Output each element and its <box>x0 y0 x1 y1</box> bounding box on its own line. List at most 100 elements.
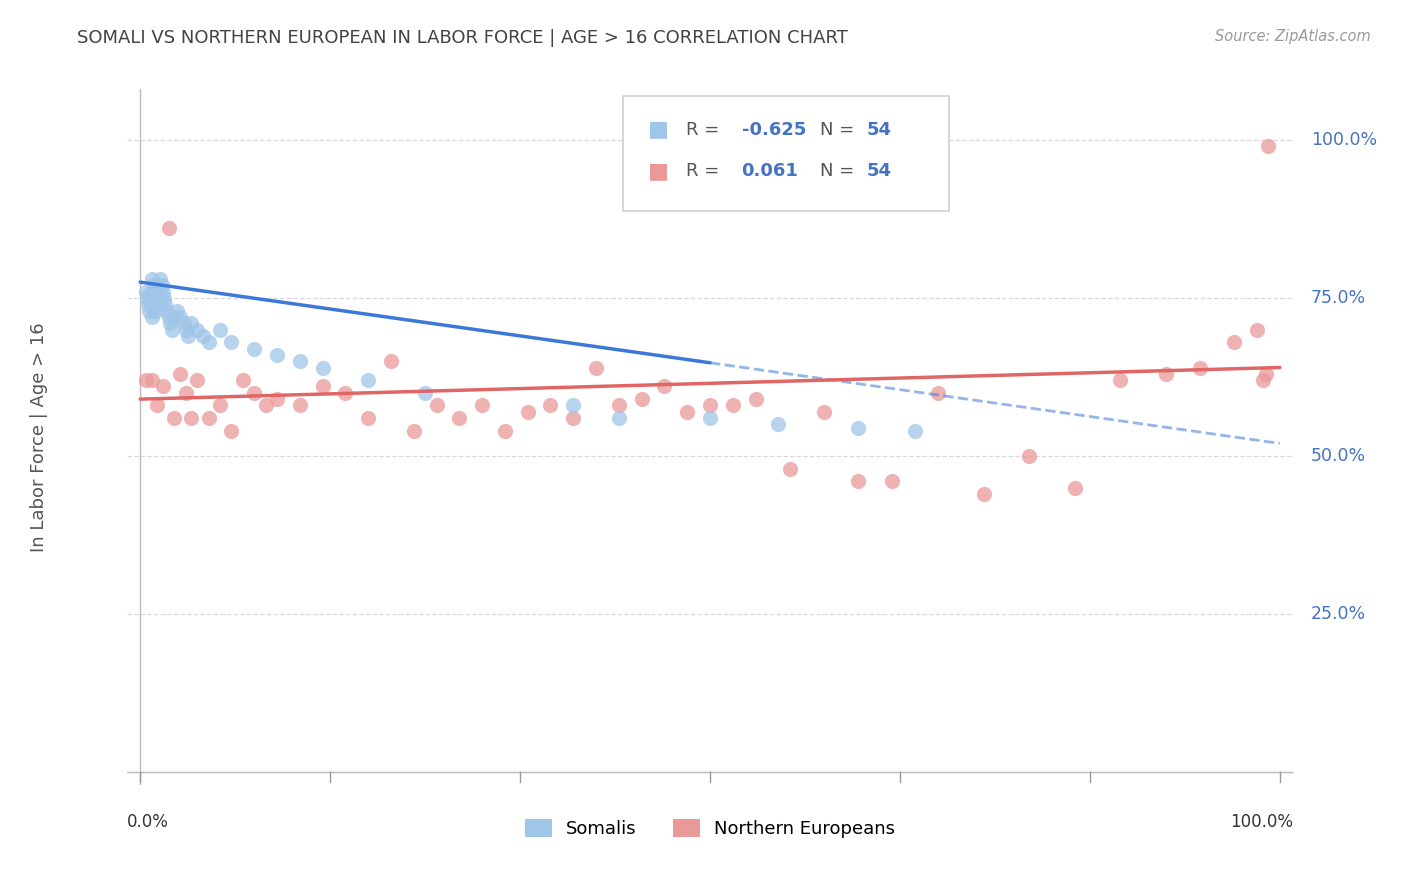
Point <box>221 424 243 438</box>
Point <box>1256 367 1278 381</box>
Point <box>148 297 170 311</box>
Point <box>813 405 835 419</box>
Point <box>157 310 180 324</box>
Point <box>169 367 191 381</box>
Point <box>540 399 562 413</box>
Text: 50.0%: 50.0% <box>1310 447 1367 465</box>
Point <box>494 424 516 438</box>
Text: ■: ■ <box>648 120 669 139</box>
Point <box>973 487 995 501</box>
Text: 54: 54 <box>866 120 891 138</box>
Point <box>135 285 157 299</box>
Text: 100.0%: 100.0% <box>1230 813 1294 830</box>
Point <box>163 411 186 425</box>
Point <box>1246 322 1268 336</box>
Point <box>232 373 254 387</box>
Point <box>141 301 163 315</box>
Point <box>357 373 380 387</box>
Point <box>208 399 231 413</box>
Point <box>846 475 869 489</box>
Point <box>266 392 288 406</box>
Point <box>221 335 243 350</box>
Point <box>904 424 927 438</box>
Point <box>768 417 790 432</box>
Point <box>882 475 904 489</box>
Point <box>152 379 174 393</box>
Point <box>335 385 357 400</box>
Point <box>157 221 180 235</box>
Point <box>607 411 630 425</box>
Text: R =: R = <box>686 162 730 180</box>
Point <box>169 310 191 324</box>
Point <box>186 322 208 336</box>
Text: 100.0%: 100.0% <box>1310 131 1376 149</box>
Point <box>146 278 169 293</box>
Point <box>148 285 170 299</box>
Point <box>243 342 266 356</box>
Point <box>425 399 447 413</box>
Point <box>311 360 333 375</box>
Text: 0.061: 0.061 <box>741 162 799 180</box>
Point <box>142 297 165 311</box>
Point <box>1018 449 1040 463</box>
Text: -0.625: -0.625 <box>741 120 806 138</box>
Text: In Labor Force | Age > 16: In Labor Force | Age > 16 <box>30 322 48 552</box>
Point <box>1257 139 1279 153</box>
Point <box>254 399 277 413</box>
Text: N =: N = <box>820 162 859 180</box>
Point <box>197 335 219 350</box>
Point <box>699 411 721 425</box>
Text: 0.0%: 0.0% <box>127 813 169 830</box>
Text: ■: ■ <box>648 161 669 181</box>
Point <box>150 278 173 293</box>
Text: Source: ZipAtlas.com: Source: ZipAtlas.com <box>1215 29 1371 44</box>
Point <box>145 285 167 299</box>
Point <box>142 278 165 293</box>
Point <box>166 303 188 318</box>
Point <box>141 272 163 286</box>
Point <box>155 303 177 318</box>
Point <box>142 285 165 299</box>
Point <box>779 461 801 475</box>
Text: N =: N = <box>820 120 859 138</box>
Text: 54: 54 <box>866 162 891 180</box>
Point <box>288 354 311 368</box>
Point <box>163 310 186 324</box>
Point <box>449 411 471 425</box>
Point <box>1109 373 1132 387</box>
Point <box>288 399 311 413</box>
Point <box>585 360 607 375</box>
Point <box>143 285 166 299</box>
Point <box>174 385 197 400</box>
Point <box>208 322 231 336</box>
Point <box>135 373 157 387</box>
Text: 25.0%: 25.0% <box>1310 605 1367 624</box>
Point <box>155 297 177 311</box>
Point <box>413 385 436 400</box>
Point <box>146 291 169 305</box>
FancyBboxPatch shape <box>623 96 949 211</box>
Point <box>721 399 744 413</box>
Point <box>153 291 176 305</box>
Point <box>136 297 159 311</box>
Point <box>1251 373 1274 387</box>
Point <box>1154 367 1177 381</box>
Point <box>607 399 630 413</box>
Point <box>380 354 402 368</box>
Text: 75.0%: 75.0% <box>1310 289 1367 307</box>
Point <box>180 411 202 425</box>
Point <box>699 399 721 413</box>
Point <box>402 424 425 438</box>
Legend: Somalis, Northern Europeans: Somalis, Northern Europeans <box>517 812 903 846</box>
Point <box>177 329 200 343</box>
Point <box>927 385 949 400</box>
Point <box>357 411 380 425</box>
Point <box>243 385 266 400</box>
Point <box>141 373 163 387</box>
Point <box>562 411 585 425</box>
Point <box>136 291 159 305</box>
Point <box>197 411 219 425</box>
Point <box>143 303 166 318</box>
Point <box>139 294 162 309</box>
Point <box>159 316 181 330</box>
